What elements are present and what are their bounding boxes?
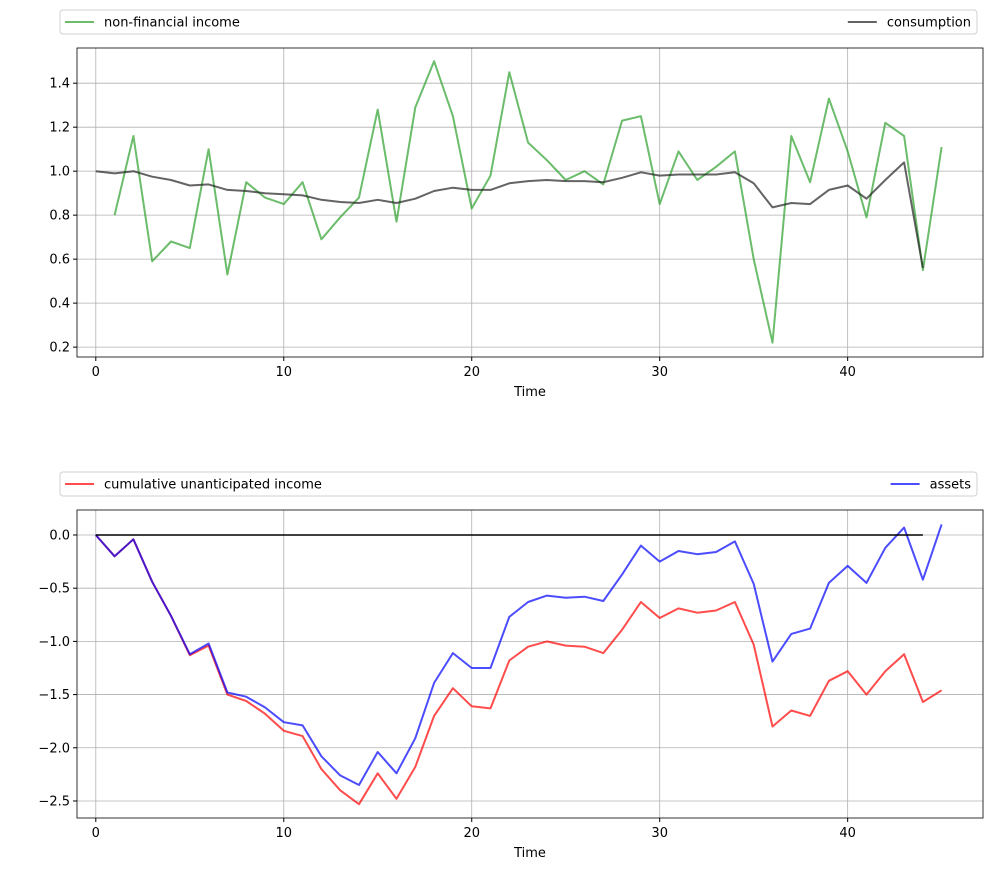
x-tick-label: 20 — [463, 365, 480, 380]
x-tick-label: 0 — [92, 826, 100, 841]
y-tick-label: 0.2 — [49, 341, 70, 356]
y-tick-label: 0.6 — [49, 253, 70, 268]
legend: non-financial income consumption — [59, 9, 978, 35]
series-line-assets — [95, 524, 943, 786]
y-tick-label: 0.4 — [49, 297, 70, 312]
legend-frame — [59, 9, 978, 35]
y-tick-label: 1.4 — [49, 77, 70, 92]
series-line-consumption — [95, 161, 924, 269]
chart-panel-2: 0 10 20 30 40 0.0 −0.5 −1.0 −1.5 −2.0 −2.5 Time cumu… — [38, 471, 984, 861]
y-tick-label: −0.5 — [38, 582, 70, 597]
legend-label: non-financial income — [104, 16, 240, 31]
legend-frame — [59, 471, 978, 497]
legend-label: cumulative unanticipated income — [104, 478, 322, 493]
x-tick-label: 10 — [275, 365, 292, 380]
x-tick-label: 40 — [839, 365, 856, 380]
x-axis-label: Time — [513, 846, 546, 861]
x-tick-label: 0 — [92, 365, 100, 380]
legend-label: consumption — [887, 16, 971, 31]
chart-panel-1: 0 10 20 30 40 0.2 0.4 0.6 0.8 1.0 1.2 1.4 Time non-fi… — [49, 9, 984, 400]
series-line-cumulative-unanticipated-income — [95, 534, 943, 806]
y-tick-label: 1.2 — [49, 121, 70, 136]
x-tick-label: 10 — [275, 826, 292, 841]
x-tick-label: 30 — [651, 365, 668, 380]
y-tick-label: 0.0 — [49, 529, 70, 544]
y-tick-label: −2.5 — [38, 794, 70, 809]
y-tick-label: 0.8 — [49, 209, 70, 224]
x-tick-label: 40 — [839, 826, 856, 841]
y-tick-label: −2.0 — [38, 741, 70, 756]
plot-frame — [76, 509, 984, 819]
legend: cumulative unanticipated income assets — [59, 471, 978, 497]
x-tick-label: 30 — [651, 826, 668, 841]
series-line-non-financial-income — [113, 60, 943, 344]
plot-frame — [76, 47, 984, 358]
x-tick-label: 20 — [463, 826, 480, 841]
x-axis-label: Time — [513, 385, 546, 400]
y-tick-label: −1.5 — [38, 688, 70, 703]
legend-label: assets — [930, 478, 972, 493]
y-tick-label: −1.0 — [38, 635, 70, 650]
y-tick-label: 1.0 — [49, 165, 70, 180]
